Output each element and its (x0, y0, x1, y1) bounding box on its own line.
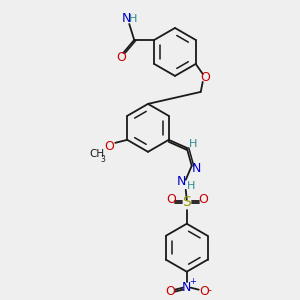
Text: N: N (177, 175, 186, 188)
Text: CH: CH (90, 149, 105, 159)
Text: O: O (199, 285, 209, 298)
Text: S: S (182, 195, 191, 209)
Text: O: O (165, 285, 175, 298)
Text: N: N (182, 281, 191, 294)
Text: O: O (116, 51, 126, 64)
Text: H: H (187, 181, 195, 191)
Text: H: H (129, 14, 137, 24)
Text: O: O (198, 193, 208, 206)
Text: O: O (166, 193, 176, 206)
Text: -: - (208, 285, 212, 295)
Text: N: N (192, 162, 201, 175)
Text: 3: 3 (101, 155, 106, 164)
Text: O: O (200, 71, 210, 84)
Text: +: + (189, 277, 196, 286)
Text: O: O (104, 140, 114, 153)
Text: H: H (188, 139, 197, 149)
Text: N: N (122, 13, 131, 26)
